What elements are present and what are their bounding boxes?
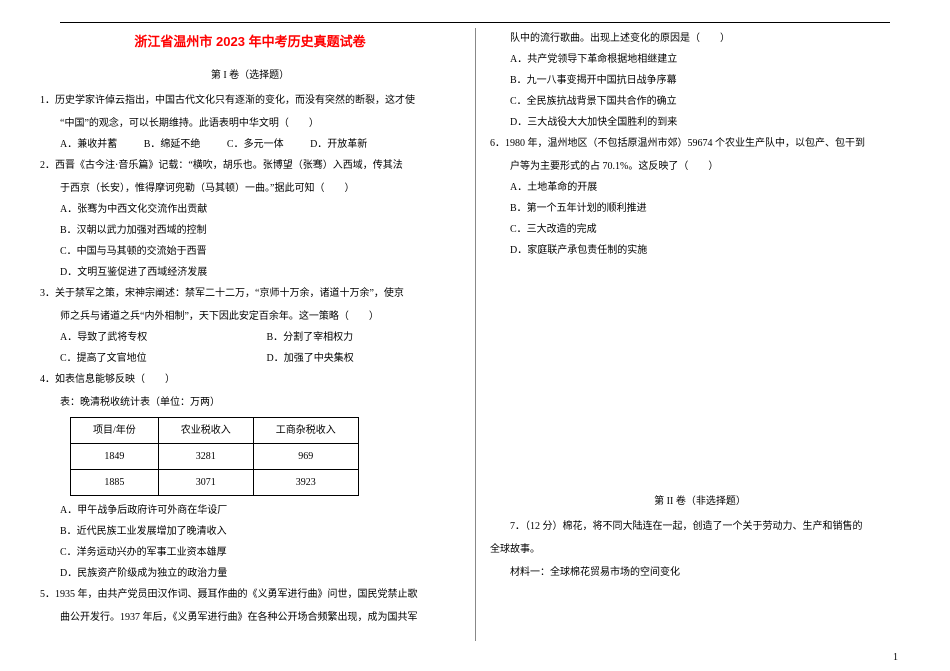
q6-opt-c: C．三大改造的完成 <box>490 219 910 240</box>
q5-stem-2: 曲公开发行。1937 年后，《义勇军进行曲》在各种公开场合频繁出现，成为国共军 <box>40 607 460 628</box>
q3-opt-b: B．分割了宰相权力 <box>267 327 354 348</box>
q2-stem-2: 于西京（长安），惟得摩诃兜勒（马其顿）一曲。”据此可知（ ） <box>40 178 460 199</box>
q1-opt-c: C．多元一体 <box>227 134 284 155</box>
q6-opt-d: D．家庭联产承包责任制的实施 <box>490 240 910 261</box>
q4-stem: 4．如表信息能够反映（ ） <box>40 369 460 390</box>
q2-opt-c: C．中国与马其顿的交流始于西晋 <box>40 241 460 262</box>
q3-opt-d: D．加强了中央集权 <box>267 348 354 369</box>
q2-opt-a: A．张骞为中西文化交流作出贡献 <box>40 199 460 220</box>
q4-opt-c: C．洋务运动兴办的军事工业资本雄厚 <box>40 542 460 563</box>
q7-stem-1: 7．（12 分）棉花，将不同大陆连在一起，创造了一个关于劳动力、生产和销售的 <box>490 516 910 537</box>
td: 1849 <box>71 444 159 470</box>
q1-opt-d: D．开放革新 <box>310 134 367 155</box>
q1-stem-1: 1．历史学家许倬云指出，中国古代文化只有逐渐的变化，而没有突然的断裂，这才使 <box>40 90 460 111</box>
table-row: 1885 3071 3923 <box>71 470 359 496</box>
th-0: 项目/年份 <box>71 418 159 444</box>
column-divider <box>475 28 476 641</box>
q2-stem-1: 2．西晋《古今注·音乐篇》记载：“横吹，胡乐也。张博望（张骞）入西域，传其法 <box>40 155 460 176</box>
q6-stem-1: 6．1980 年，温州地区（不包括原温州市郊）59674 个农业生产队中，以包产… <box>490 133 910 154</box>
td: 1885 <box>71 470 159 496</box>
table-header-row: 项目/年份 农业税收入 工商杂税收入 <box>71 418 359 444</box>
td: 969 <box>253 444 358 470</box>
q4-opt-b: B．近代民族工业发展增加了晚清收入 <box>40 521 460 542</box>
q3-options-1: A．导致了武将专权 B．分割了宰相权力 <box>40 327 460 348</box>
q5-opt-a: A．共产党领导下革命根据地相继建立 <box>490 49 910 70</box>
q2-opt-b: B．汉朝以武力加强对西域的控制 <box>40 220 460 241</box>
td: 3923 <box>253 470 358 496</box>
q1-opt-b: B．绵延不绝 <box>144 134 201 155</box>
section-1-label: 第 I 卷（选择题） <box>40 65 460 86</box>
th-2: 工商杂税收入 <box>253 418 358 444</box>
q5-stem-3: 队中的流行歌曲。出现上述变化的原因是（ ） <box>490 28 910 49</box>
q4-opt-a: A．甲午战争后政府许可外商在华设厂 <box>40 500 460 521</box>
q2-opt-d: D．文明互鉴促进了西域经济发展 <box>40 262 460 283</box>
q4-table: 项目/年份 农业税收入 工商杂税收入 1849 3281 969 1885 30… <box>70 417 359 496</box>
q6-opt-a: A．土地革命的开展 <box>490 177 910 198</box>
q3-options-2: C．提高了文官地位 D．加强了中央集权 <box>40 348 460 369</box>
q3-opt-c: C．提高了文官地位 <box>60 348 240 369</box>
q5-opt-b: B．九一八事变揭开中国抗日战争序幕 <box>490 70 910 91</box>
q4-caption: 表：晚清税收统计表（单位：万两） <box>40 392 460 413</box>
th-1: 农业税收入 <box>158 418 253 444</box>
page-number: 1 <box>893 652 898 663</box>
td: 3071 <box>158 470 253 496</box>
exam-title: 浙江省温州市 2023 年中考历史真题试卷 <box>40 28 460 55</box>
q1-stem-2: “中国”的观念，可以长期维持。此语表明中华文明（ ） <box>40 113 460 134</box>
q3-opt-a: A．导致了武将专权 <box>60 327 240 348</box>
q6-stem-2: 户等为主要形式的占 70.1%。这反映了（ ） <box>490 156 910 177</box>
q7-material: 材料一：全球棉花贸易市场的空间变化 <box>490 562 910 583</box>
q6-opt-b: B．第一个五年计划的顺利推进 <box>490 198 910 219</box>
td: 3281 <box>158 444 253 470</box>
spacer <box>490 261 910 491</box>
right-column: 队中的流行歌曲。出现上述变化的原因是（ ） A．共产党领导下革命根据地相继建立 … <box>490 28 910 661</box>
q4-opt-d: D．民族资产阶级成为独立的政治力量 <box>40 563 460 584</box>
q5-opt-c: C．全民族抗战背景下国共合作的确立 <box>490 91 910 112</box>
q5-opt-d: D．三大战役大大加快全国胜利的到来 <box>490 112 910 133</box>
section-2-label: 第 II 卷（非选择题） <box>490 491 910 512</box>
top-rule <box>60 22 890 23</box>
q3-stem-2: 师之兵与诸道之兵“内外相制”，天下因此安定百余年。这一策略（ ） <box>40 306 460 327</box>
table-row: 1849 3281 969 <box>71 444 359 470</box>
q7-stem-2: 全球故事。 <box>490 539 910 560</box>
q3-stem-1: 3．关于禁军之策，宋神宗阐述：禁军二十二万，“京师十万余，诸道十万余”，使京 <box>40 283 460 304</box>
q1-options: A．兼收并蓄 B．绵延不绝 C．多元一体 D．开放革新 <box>40 134 460 155</box>
q5-stem-1: 5．1935 年，由共产党员田汉作词、聂耳作曲的《义勇军进行曲》问世，国民党禁止… <box>40 584 460 605</box>
left-column: 浙江省温州市 2023 年中考历史真题试卷 第 I 卷（选择题） 1．历史学家许… <box>40 28 460 661</box>
q1-opt-a: A．兼收并蓄 <box>60 134 117 155</box>
